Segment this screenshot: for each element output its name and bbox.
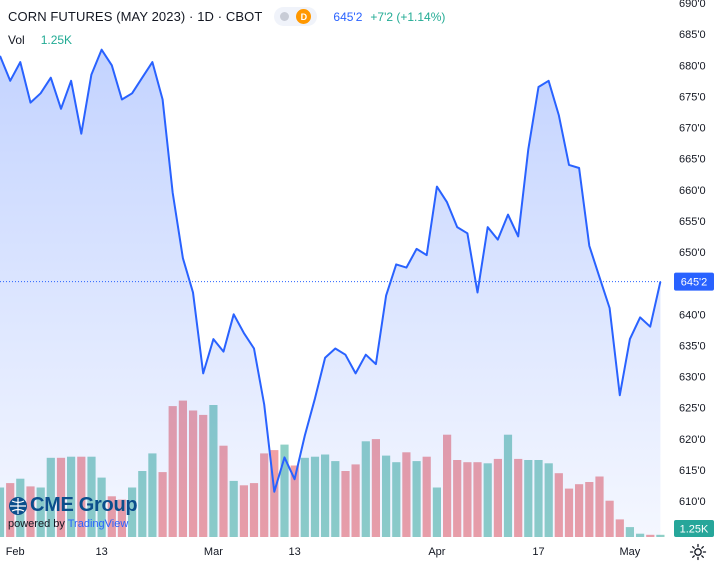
status-dot-icon [280, 12, 290, 21]
last-price-tag-label: 645'2 [681, 277, 708, 289]
volume-legend: Vol 1.25K [8, 33, 72, 47]
price-tick-label: 615'0 [679, 465, 706, 477]
time-tick-label: 13 [288, 546, 300, 558]
price-tick-label: 640'0 [679, 309, 706, 321]
price-tick-label: 650'0 [679, 247, 706, 259]
volume-tag-label: 1.25K [680, 524, 709, 536]
chart-legend: CORN FUTURES (MAY 2023) · 1D · CBOT D 64… [8, 7, 445, 26]
time-tick-label: May [620, 546, 641, 558]
time-tick-label: Apr [428, 546, 445, 558]
time-tick-label: 17 [532, 546, 544, 558]
last-price: 645'2 [333, 9, 363, 24]
timeframe-badge: D [296, 9, 312, 24]
price-tick-label: 610'0 [679, 496, 706, 508]
price-tick-label: 625'0 [679, 403, 706, 415]
tradingview-link[interactable]: TradingView [67, 518, 129, 530]
cme-logo-text: CME Group [30, 494, 138, 516]
price-tick-label: 665'0 [679, 154, 706, 166]
price-tick-label: 655'0 [679, 216, 706, 228]
price-tick-label: 675'0 [679, 91, 706, 103]
globe-icon [9, 496, 27, 515]
price-tick-label: 680'0 [679, 60, 706, 72]
time-tick-label: 13 [95, 546, 107, 558]
time-tick-label: Mar [204, 546, 223, 558]
price-area-fill [0, 49, 661, 537]
price-tick-label: 670'0 [679, 123, 706, 135]
last-price-tag: 645'2 [674, 272, 714, 291]
price-tick-label: 635'0 [679, 340, 706, 352]
price-tick-label: 685'0 [679, 29, 706, 41]
price-tick-label: 690'0 [679, 0, 706, 10]
symbol-title: CORN FUTURES (MAY 2023) · 1D · CBOT [8, 9, 263, 24]
volume-value: 1.25K [40, 33, 73, 47]
time-axis[interactable]: Feb 13 Mar 13 Apr 17 May [6, 546, 641, 558]
timeframe-pill[interactable]: D [274, 7, 318, 26]
time-tick-label: Feb [6, 546, 25, 558]
gear-icon[interactable] [689, 543, 707, 561]
price-tick-label: 620'0 [679, 434, 706, 446]
powered-by: powered by TradingView [8, 518, 137, 530]
price-change: +7'2 (+1.14%) [370, 9, 446, 24]
powered-by-label: powered by [8, 518, 65, 530]
cme-group-logo[interactable]: CME Group powered by TradingView [8, 494, 138, 530]
price-axis[interactable]: 610'0615'0620'0625'0630'0635'0640'0645'0… [679, 0, 706, 508]
price-tick-label: 630'0 [679, 372, 706, 384]
price-line[interactable] [0, 48, 662, 493]
volume-label: Vol [8, 33, 25, 47]
price-tick-label: 660'0 [679, 185, 706, 197]
volume-tag: 1.25K [674, 520, 714, 537]
